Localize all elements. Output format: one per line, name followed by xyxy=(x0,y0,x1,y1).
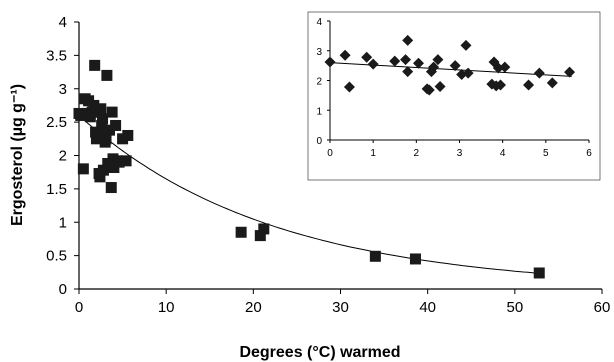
inset-data-point-diamond xyxy=(400,54,412,66)
x-tick-label: 60 xyxy=(594,299,611,316)
data-point-square xyxy=(104,124,116,136)
inset-x-tick-label: 2 xyxy=(414,148,420,159)
y-axis-label: Ergosterol (µg g⁻¹) xyxy=(9,84,26,226)
data-point-square xyxy=(90,126,102,138)
data-point-square xyxy=(75,109,87,121)
inset-data-point-diamond xyxy=(423,84,435,96)
y-tick-label: 2.5 xyxy=(46,114,67,131)
data-point-square xyxy=(409,253,421,265)
inset-data-point-diamond xyxy=(434,80,446,92)
inset-data-point-diamond xyxy=(460,39,472,51)
inset-y-tick-label: 0 xyxy=(316,136,322,147)
x-tick-label: 30 xyxy=(332,299,349,316)
data-point-square xyxy=(105,182,117,194)
inset-data-point-diamond xyxy=(523,79,535,91)
data-point-square xyxy=(110,119,122,131)
inset-y-tick-label: 2 xyxy=(316,77,322,88)
y-tick-label: 4 xyxy=(59,14,67,31)
inset-data-point-diamond xyxy=(546,77,558,89)
data-point-square xyxy=(95,103,107,115)
y-tick-label: 3.5 xyxy=(46,47,67,64)
data-point-square xyxy=(533,267,545,279)
inset-data-point-diamond xyxy=(449,60,461,72)
inset-data-point-diamond xyxy=(432,54,444,66)
inset-data-point-diamond xyxy=(462,67,474,79)
inset-data-point-diamond xyxy=(343,81,355,93)
inset-data-point-diamond xyxy=(339,49,351,61)
data-point-square xyxy=(106,106,118,118)
inset-y-tick-label: 3 xyxy=(316,47,322,58)
inset-data-point-diamond xyxy=(492,62,504,74)
data-point-square xyxy=(96,119,108,131)
inset-data-point-diamond xyxy=(412,57,424,69)
data-point-square xyxy=(94,171,106,183)
y-tick-label: 2 xyxy=(59,148,67,165)
inset-data-point-diamond xyxy=(402,34,414,46)
data-point-square xyxy=(369,250,381,262)
inset-x-tick-label: 0 xyxy=(327,148,333,159)
inset-data-point-diamond xyxy=(428,61,440,73)
y-tick-label: 1 xyxy=(59,214,67,231)
inset-data-point-diamond xyxy=(361,51,373,63)
y-tick-label: 0.5 xyxy=(46,248,67,265)
data-point-square xyxy=(113,156,125,168)
data-point-square xyxy=(90,133,102,145)
inset-data-point-diamond xyxy=(402,66,414,78)
data-point-square xyxy=(254,230,266,242)
inset-data-point-diamond xyxy=(564,66,576,78)
data-point-square xyxy=(122,129,134,141)
data-point-square xyxy=(235,226,247,238)
x-axis-label: Degrees (°C) warmed xyxy=(239,344,400,361)
inset-data-point-diamond xyxy=(324,56,336,68)
x-tick-label: 20 xyxy=(245,299,262,316)
inset-data-point-diamond xyxy=(367,58,379,70)
inset-x-tick-label: 5 xyxy=(543,148,549,159)
data-point-square xyxy=(77,163,89,175)
data-point-square xyxy=(97,164,109,176)
inset-data-point-diamond xyxy=(499,61,511,73)
inset-x-tick-label: 3 xyxy=(457,148,463,159)
data-point-square xyxy=(120,155,132,167)
inset-data-point-diamond xyxy=(495,79,507,91)
inset-y-tick-label: 4 xyxy=(316,17,322,28)
x-tick-label: 10 xyxy=(158,299,175,316)
inset-x-tick-label: 4 xyxy=(500,148,506,159)
inset-x-tick-label: 6 xyxy=(586,148,592,159)
inset-data-point-diamond xyxy=(389,55,401,67)
main-trendline xyxy=(78,115,542,274)
data-point-square xyxy=(97,113,109,125)
x-tick-label: 0 xyxy=(75,299,83,316)
x-tick-label: 50 xyxy=(506,299,523,316)
data-point-square xyxy=(86,106,98,118)
data-point-square xyxy=(89,59,101,71)
data-point-square xyxy=(101,69,113,81)
data-point-square xyxy=(100,133,112,145)
x-tick-label: 40 xyxy=(419,299,436,316)
inset-data-point-diamond xyxy=(533,67,545,79)
inset-x-tick-label: 1 xyxy=(370,148,376,159)
data-point-square xyxy=(258,223,270,235)
y-tick-label: 1.5 xyxy=(46,181,67,198)
data-point-square xyxy=(88,99,100,111)
inset-y-tick-label: 1 xyxy=(316,106,322,117)
inset-frame xyxy=(307,11,601,181)
y-tick-label: 3 xyxy=(59,81,67,98)
y-tick-label: 0 xyxy=(59,281,67,298)
